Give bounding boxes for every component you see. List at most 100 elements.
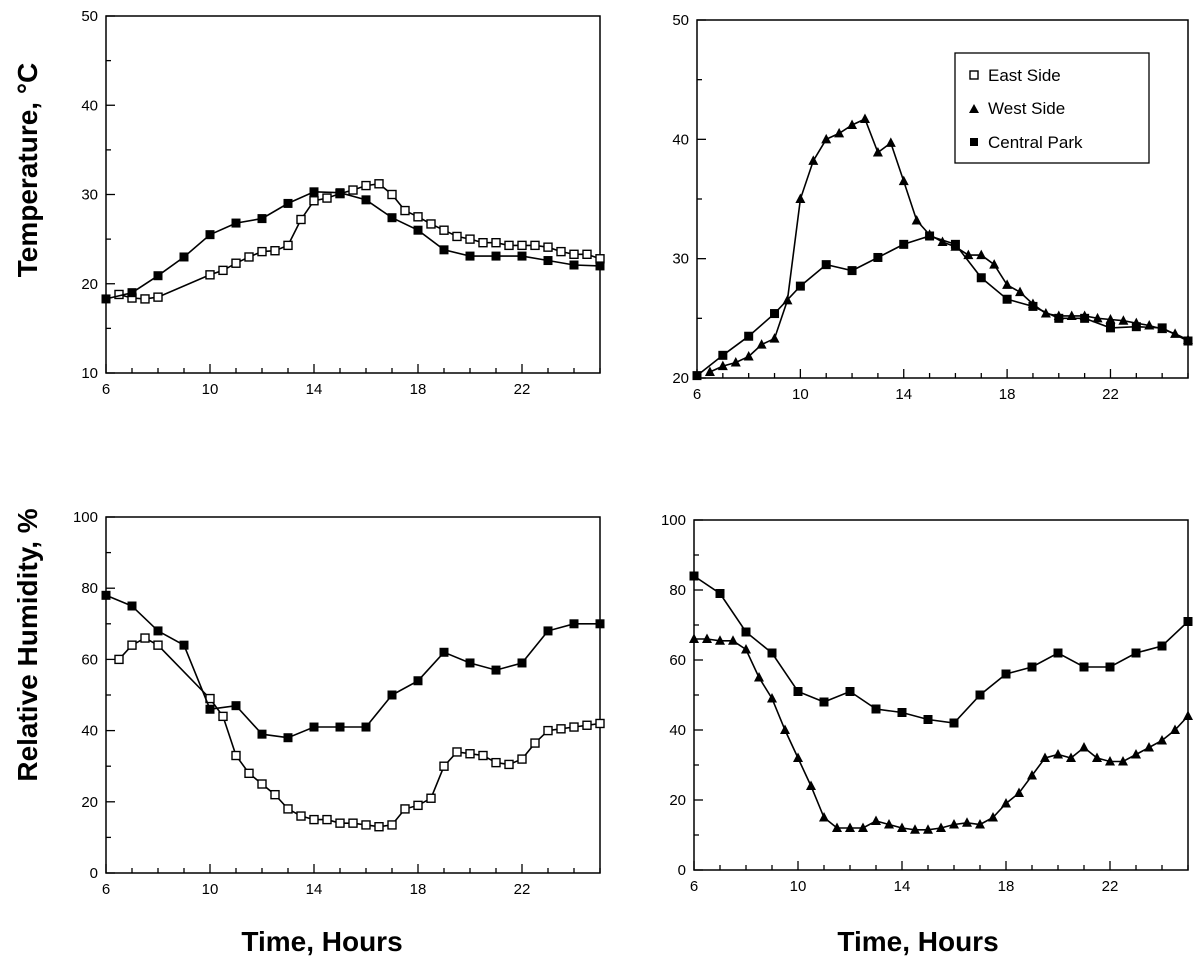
data-point-central-park bbox=[770, 309, 780, 319]
data-point-central-park bbox=[741, 627, 751, 637]
y-tick-label: 10 bbox=[81, 365, 98, 382]
data-point-east-side bbox=[231, 750, 241, 761]
data-point-central-park bbox=[718, 350, 728, 360]
data-point-east-side bbox=[491, 757, 501, 768]
data-point-east-side bbox=[582, 249, 592, 259]
data-point-west-side bbox=[1105, 314, 1116, 324]
data-point-east-side bbox=[517, 754, 527, 764]
y-tick-label: 20 bbox=[81, 276, 98, 293]
data-point-west-side bbox=[1144, 742, 1154, 752]
x-tick-label: 18 bbox=[998, 878, 1015, 895]
data-point-central-park bbox=[1001, 669, 1011, 679]
x-tick-label: 10 bbox=[792, 386, 809, 403]
data-point-west-side bbox=[897, 822, 907, 832]
series-central-park bbox=[689, 571, 1193, 728]
data-point-central-park bbox=[153, 271, 163, 281]
y-tick-label: 40 bbox=[669, 722, 686, 739]
series-central-park bbox=[101, 590, 605, 743]
data-point-east-side bbox=[153, 292, 163, 302]
data-point-central-park bbox=[257, 729, 267, 739]
x-tick-label: 6 bbox=[102, 881, 110, 898]
data-point-west-side bbox=[845, 822, 855, 832]
data-point-central-park bbox=[949, 718, 959, 728]
data-point-central-park bbox=[543, 256, 553, 266]
data-point-central-park bbox=[821, 260, 831, 270]
data-point-east-side bbox=[322, 193, 332, 203]
data-point-central-park bbox=[689, 571, 699, 581]
data-point-central-park bbox=[179, 640, 189, 650]
data-point-east-side bbox=[374, 179, 384, 189]
data-point-east-side bbox=[517, 240, 527, 251]
data-point-west-side bbox=[767, 693, 777, 703]
data-point-west-side bbox=[871, 815, 881, 825]
data-point-central-park bbox=[387, 690, 397, 700]
data-point-central-park bbox=[127, 288, 137, 298]
data-point-east-side bbox=[478, 750, 488, 761]
data-point-central-park bbox=[491, 251, 501, 261]
time-axis-title-right: Time, Hours bbox=[837, 926, 998, 957]
data-point-east-side bbox=[504, 759, 514, 770]
data-point-west-side bbox=[730, 356, 741, 367]
data-point-east-side bbox=[335, 818, 345, 828]
data-point-east-side bbox=[491, 237, 501, 248]
data-point-central-park bbox=[413, 225, 423, 235]
data-point-central-park bbox=[465, 251, 475, 261]
legend-label-central: Central Park bbox=[988, 133, 1083, 152]
data-point-west-side bbox=[858, 822, 868, 832]
data-point-central-park bbox=[897, 708, 907, 717]
data-point-central-park bbox=[543, 626, 553, 636]
data-point-west-side bbox=[975, 819, 985, 829]
data-point-west-side bbox=[1170, 724, 1180, 734]
panel-temperature-west: 6 10 14 18 22 20 30 40 50 bbox=[672, 12, 1193, 403]
data-point-central-park bbox=[1028, 301, 1038, 311]
data-point-west-side bbox=[910, 824, 920, 834]
y-tick-label: 80 bbox=[669, 582, 686, 599]
legend-box bbox=[954, 52, 1150, 164]
data-point-east-side bbox=[569, 249, 579, 259]
data-point-west-side bbox=[821, 133, 832, 144]
data-point-east-side bbox=[504, 240, 514, 251]
data-point-central-park bbox=[283, 198, 293, 208]
data-point-west-side bbox=[808, 155, 819, 165]
data-point-central-park bbox=[1157, 641, 1167, 651]
data-point-east-side bbox=[114, 654, 124, 665]
data-point-west-side bbox=[743, 351, 754, 361]
data-point-west-side bbox=[1118, 315, 1129, 325]
data-point-west-side bbox=[1092, 752, 1102, 762]
series-line-east-side bbox=[118, 182, 601, 300]
data-point-central-park bbox=[101, 294, 111, 304]
data-point-central-park bbox=[976, 273, 986, 283]
data-point-central-park bbox=[692, 371, 702, 381]
data-point-central-park bbox=[127, 601, 137, 611]
data-point-central-park bbox=[335, 188, 345, 198]
data-point-east-side bbox=[387, 189, 397, 200]
data-point-east-side bbox=[244, 252, 254, 262]
data-point-central-park bbox=[309, 722, 319, 732]
time-axis-title-left: Time, Hours bbox=[241, 926, 402, 957]
data-point-west-side bbox=[976, 249, 987, 260]
y-tick-label: 30 bbox=[81, 187, 98, 204]
data-point-west-side bbox=[806, 780, 816, 790]
data-point-west-side bbox=[937, 236, 948, 246]
x-tick-label: 6 bbox=[102, 381, 110, 398]
x-tick-label: 14 bbox=[306, 881, 323, 898]
data-point-central-park bbox=[1054, 313, 1064, 323]
data-point-west-side bbox=[754, 672, 764, 682]
panel-humidity-east: 6 10 14 18 22 0 20 40 60 80 100 bbox=[73, 509, 605, 898]
data-point-west-side bbox=[923, 824, 933, 834]
x-tick-label: 22 bbox=[514, 381, 531, 398]
data-point-central-park bbox=[335, 722, 345, 732]
x-tick-label: 14 bbox=[894, 878, 911, 895]
data-point-west-side bbox=[898, 175, 909, 186]
data-point-east-side bbox=[530, 240, 540, 251]
x-tick-label: 22 bbox=[514, 881, 531, 898]
data-point-central-park bbox=[845, 687, 855, 696]
data-point-west-side bbox=[962, 817, 972, 827]
data-point-central-park bbox=[283, 733, 293, 743]
series-central-park bbox=[101, 187, 605, 304]
data-point-central-park bbox=[387, 213, 397, 223]
y-tick-label: 40 bbox=[81, 97, 98, 114]
data-point-west-side bbox=[1014, 787, 1024, 797]
data-point-east-side bbox=[374, 822, 384, 832]
x-tick-label: 14 bbox=[306, 381, 323, 398]
